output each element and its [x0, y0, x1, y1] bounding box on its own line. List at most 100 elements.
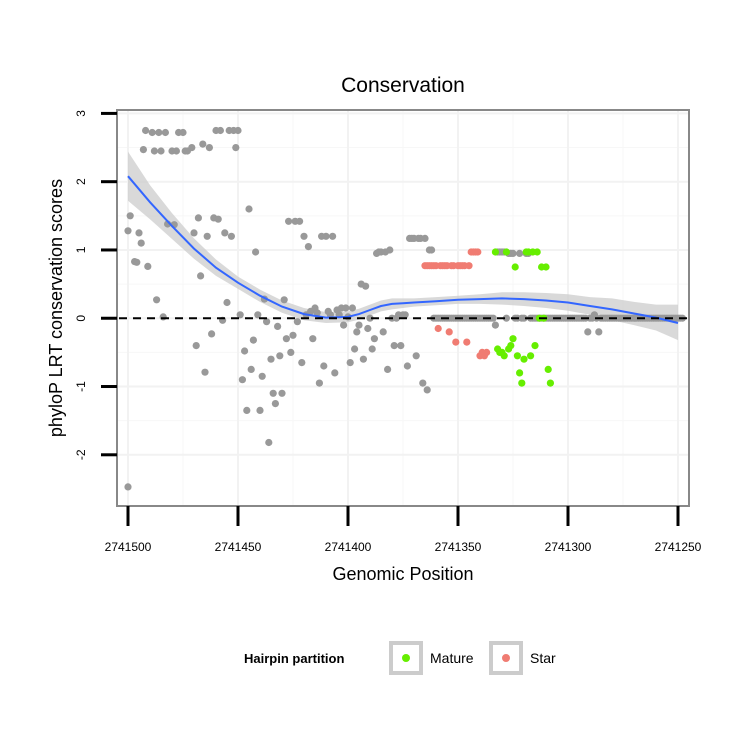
point-mature-25 [546, 379, 555, 387]
point-other-46 [236, 311, 244, 319]
point-mature-23 [542, 263, 550, 271]
point-other-47 [238, 376, 246, 384]
point-mature-11 [516, 369, 524, 377]
point-other-10 [150, 147, 158, 155]
point-star-24 [474, 248, 482, 256]
point-other-167 [502, 314, 510, 322]
y-axis: 3 2 1 0 -1 -2 [74, 110, 117, 460]
point-other-122 [403, 362, 411, 370]
point-other-30 [201, 368, 209, 376]
point-other-116 [390, 342, 398, 350]
point-other-1 [126, 212, 134, 220]
point-other-9 [148, 128, 156, 137]
point-other-88 [329, 232, 337, 240]
point-other-62 [271, 400, 279, 408]
point-other-111 [379, 328, 387, 336]
point-mature-13 [520, 355, 528, 363]
point-other-14 [159, 313, 167, 321]
point-other-61 [269, 389, 277, 397]
point-other-19 [172, 147, 180, 155]
point-other-49 [243, 406, 251, 414]
y-tick-label-5: -2 [74, 449, 88, 460]
point-other-89 [331, 369, 339, 377]
point-other-104 [364, 324, 372, 333]
point-other-93 [340, 321, 348, 329]
point-other-39 [221, 229, 229, 237]
point-other-6 [139, 146, 147, 154]
point-other-99 [353, 328, 361, 336]
x-tick-label-1: 2741450 [215, 540, 262, 554]
point-other-81 [313, 309, 321, 317]
point-other-0 [124, 227, 132, 235]
point-other-133 [428, 246, 436, 254]
point-other-32 [205, 144, 213, 152]
x-tick-label-0: 2741500 [105, 540, 152, 554]
smooth-line-layer [127, 175, 679, 324]
point-other-131 [423, 386, 431, 394]
point-other-36 [214, 215, 222, 223]
point-other-29 [199, 140, 207, 148]
point-other-26 [192, 342, 200, 350]
point-other-42 [227, 232, 235, 240]
point-star-14 [452, 338, 460, 346]
confidence-ribbon [128, 151, 678, 341]
x-tick-label-3: 2741350 [435, 540, 482, 554]
legend-key-mature [389, 641, 423, 675]
point-mature-19 [533, 248, 541, 256]
point-star-6 [434, 324, 442, 333]
point-other-11 [153, 296, 161, 304]
point-other-85 [322, 232, 330, 240]
point-other-105 [366, 314, 374, 322]
point-mature-5 [502, 248, 510, 256]
point-mature-10 [513, 352, 522, 360]
point-other-65 [278, 389, 286, 397]
points-layer [124, 126, 687, 491]
point-other-12 [155, 128, 163, 137]
point-other-82 [315, 379, 323, 387]
point-other-58 [263, 318, 271, 326]
point-other-70 [289, 331, 297, 339]
y-tick-label-1: 2 [74, 178, 88, 185]
point-other-248 [124, 483, 132, 491]
point-other-4 [135, 229, 143, 237]
point-other-103 [362, 282, 370, 290]
point-other-5 [137, 239, 145, 247]
point-other-72 [293, 318, 301, 326]
point-mature-16 [527, 352, 535, 360]
point-other-52 [249, 336, 257, 344]
x-tick-label-5: 2741250 [655, 540, 702, 554]
point-other-21 [179, 128, 187, 137]
point-other-79 [309, 335, 317, 343]
y-tick-label-3: 0 [74, 315, 88, 322]
point-other-161 [489, 314, 497, 322]
point-other-106 [368, 345, 376, 353]
y-tick-label-2: 1 [74, 246, 88, 253]
point-other-107 [370, 335, 378, 343]
point-other-74 [298, 359, 306, 367]
point-other-33 [208, 330, 216, 338]
point-star-11 [445, 328, 453, 336]
legend-dot-star [502, 654, 510, 662]
point-other-37 [216, 126, 224, 135]
point-other-170 [509, 249, 517, 257]
point-mature-8 [509, 335, 517, 343]
point-star-20 [465, 262, 473, 270]
point-other-15 [161, 128, 169, 137]
point-other-60 [267, 355, 275, 363]
point-star-19 [463, 338, 471, 346]
smooth-line [127, 175, 679, 324]
chart-title: Conservation [341, 74, 465, 97]
point-other-31 [203, 232, 211, 240]
point-other-84 [320, 362, 328, 370]
point-star-28 [483, 348, 491, 356]
point-other-77 [304, 243, 312, 251]
point-other-13 [157, 147, 165, 155]
y-tick-label-4: -1 [74, 381, 88, 392]
point-other-100 [355, 321, 363, 329]
point-other-67 [282, 335, 290, 343]
point-other-121 [401, 311, 409, 319]
point-other-40 [223, 298, 231, 307]
point-other-28 [197, 272, 205, 280]
point-other-45 [234, 126, 242, 135]
